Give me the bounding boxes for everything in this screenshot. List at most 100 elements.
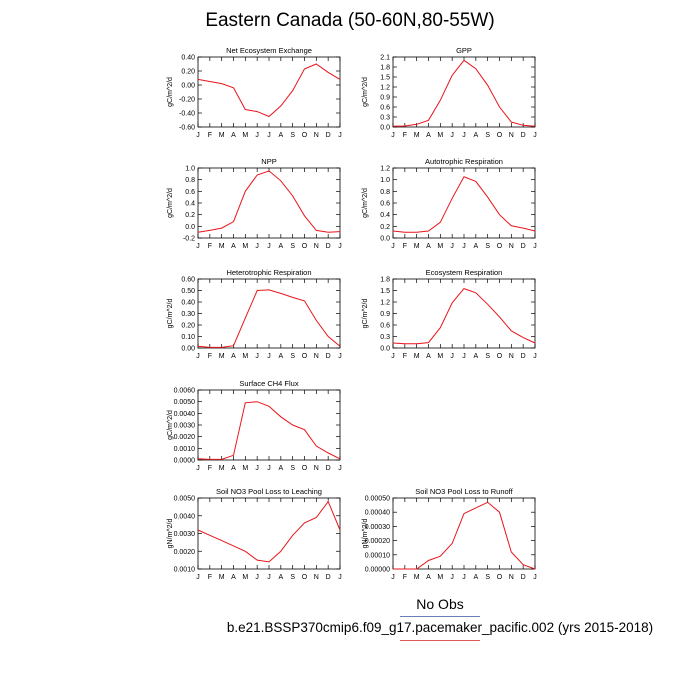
x-tick-label: A	[473, 353, 478, 360]
y-tick-label: 0.0	[380, 125, 390, 132]
x-tick-label: F	[208, 465, 212, 472]
x-tick-label: N	[509, 353, 514, 360]
plot-frame	[392, 167, 536, 239]
x-tick-label: O	[497, 243, 503, 250]
x-tick-label: J	[338, 353, 342, 360]
x-tick-label: J	[338, 574, 342, 581]
x-tick-label: S	[485, 353, 490, 360]
y-axis-label: gC/m^2/d	[362, 188, 369, 218]
x-tick-label: A	[278, 465, 283, 472]
x-tick-label: J	[391, 574, 395, 581]
x-tick-label: D	[521, 574, 526, 581]
x-tick-label: F	[403, 353, 407, 360]
x-tick-label: J	[255, 353, 259, 360]
y-tick-label: -0.2	[183, 236, 195, 243]
x-tick-label: D	[326, 243, 331, 250]
y-tick-label: -0.60	[179, 125, 195, 132]
y-tick-label: 0.3	[380, 334, 390, 341]
x-tick-label: J	[462, 574, 466, 581]
x-tick-label: S	[290, 574, 295, 581]
x-tick-label: D	[521, 353, 526, 360]
chart-panel-4: Heterotrophic Respiration gC/m^2/d 0.60 0.5…	[167, 268, 342, 360]
x-tick-label: D	[326, 574, 331, 581]
x-tick-label: O	[497, 574, 503, 581]
chart-panel-8: Soil NO3 Pool Loss to RunoffgN/m^2/d0.00…	[362, 487, 537, 581]
y-tick-label: 0.0040	[174, 513, 196, 520]
y-axis-label: gC/m^2/d	[167, 77, 174, 107]
x-tick-label: S	[485, 132, 490, 139]
x-tick-label: O	[302, 243, 308, 250]
x-tick-label: A	[278, 574, 283, 581]
x-tick-label: A	[426, 132, 431, 139]
y-tick-label: 0.00010	[365, 552, 390, 559]
x-tick-label: M	[437, 132, 443, 139]
series-line	[197, 401, 341, 460]
x-tick-label: J	[267, 243, 271, 250]
x-tick-label: J	[533, 243, 537, 250]
x-tick-label: J	[391, 132, 395, 139]
y-tick-label: 0.6	[380, 201, 390, 208]
chart-panel-5: Ecosystem Respiration gC/m^2/d 1.8 1.5 1.2 0.…	[362, 268, 537, 360]
x-tick-label: N	[314, 465, 319, 472]
y-tick-label: 1.5	[380, 288, 390, 295]
x-tick-label: D	[326, 353, 331, 360]
x-tick-label: A	[231, 465, 236, 472]
x-tick-label: S	[290, 353, 295, 360]
y-tick-label: 1.2	[380, 300, 390, 307]
x-tick-label: J	[196, 465, 200, 472]
x-tick-label: M	[219, 132, 225, 139]
x-tick-label: M	[242, 243, 248, 250]
y-tick-label: 0.0060	[174, 388, 196, 395]
y-tick-label: 0.00000	[365, 567, 390, 574]
x-tick-label: D	[326, 132, 331, 139]
plot-frame	[392, 56, 536, 128]
x-tick-label: S	[485, 574, 490, 581]
x-tick-label: N	[509, 574, 514, 581]
y-tick-label: 0.0	[380, 346, 390, 353]
x-tick-label: F	[208, 574, 212, 581]
y-tick-label: 0.9	[380, 95, 390, 102]
y-axis-label: gC/m^2/d	[362, 299, 369, 329]
chart-title: Soil NO3 Pool Loss to Leaching	[216, 487, 322, 496]
y-tick-label: 0.0	[185, 224, 195, 231]
y-tick-label: 0.20	[181, 323, 195, 330]
y-tick-label: 0.60	[181, 277, 195, 284]
plot-frame	[197, 278, 341, 349]
legend-model-label: b.e21.BSSP370cmip6.f09_g17.pacemaker_pac…	[226, 620, 654, 635]
x-tick-label: A	[473, 132, 478, 139]
x-tick-label: F	[208, 132, 212, 139]
x-tick-label: J	[462, 353, 466, 360]
x-tick-label: N	[314, 243, 319, 250]
y-axis-label: gC/m^2/d	[167, 299, 174, 329]
x-tick-label: J	[196, 243, 200, 250]
y-tick-label: 0.8	[380, 189, 390, 196]
x-tick-label: J	[533, 132, 537, 139]
x-tick-label: O	[302, 132, 308, 139]
x-tick-label: J	[391, 353, 395, 360]
x-tick-label: J	[196, 574, 200, 581]
y-tick-label: 0.9	[380, 311, 390, 318]
x-tick-label: J	[267, 353, 271, 360]
y-tick-label: 0.2	[380, 224, 390, 231]
x-tick-label: M	[219, 574, 225, 581]
y-tick-label: 0.40	[181, 300, 195, 307]
x-tick-label: J	[533, 353, 537, 360]
page-title: Eastern Canada (50-60N,80-55W)	[205, 10, 495, 31]
y-tick-label: 0.10	[181, 334, 195, 341]
chart-title: NPP	[261, 157, 276, 166]
plot-frame	[197, 389, 341, 461]
x-tick-label: A	[426, 353, 431, 360]
x-tick-label: J	[267, 574, 271, 581]
x-tick-label: M	[219, 465, 225, 472]
y-tick-label: -0.40	[179, 111, 195, 118]
chart-panel-6: Surface CH4 Flux gC/m^2/d 0.0060 0.0050 0.00…	[167, 379, 342, 472]
x-tick-label: O	[302, 574, 308, 581]
x-tick-label: A	[473, 243, 478, 250]
x-tick-label: M	[414, 574, 420, 581]
y-tick-label: 0.0020	[174, 434, 196, 441]
y-tick-label: 0.30	[181, 311, 195, 318]
y-tick-label: 0.00020	[365, 538, 390, 545]
x-tick-label: A	[231, 353, 236, 360]
x-tick-label: J	[255, 243, 259, 250]
